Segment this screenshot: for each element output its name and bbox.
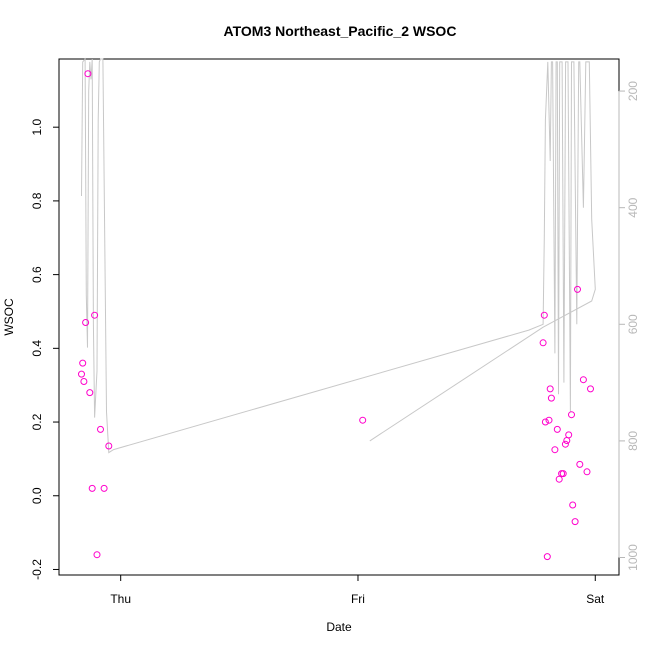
data-point (100, 484, 108, 492)
y-tick-label: 0.2 (30, 413, 44, 430)
data-point (545, 416, 553, 424)
data-point (551, 446, 559, 454)
y-right-tick-label: 1000 (626, 544, 640, 571)
data-point (78, 370, 85, 378)
y-tick-label: 0.0 (30, 487, 44, 504)
x-tick-label: Fri (351, 592, 365, 606)
data-point (91, 311, 99, 319)
pressure-line (81, 57, 596, 454)
y-tick-label: 0.6 (30, 266, 44, 283)
y-tick-label: 1.0 (30, 119, 44, 136)
data-point (555, 475, 563, 483)
x-tick-label: Sat (586, 592, 605, 606)
data-point (574, 285, 581, 293)
data-point (93, 551, 101, 559)
data-point (540, 311, 548, 319)
y-axis-label: WSOC (2, 298, 16, 336)
data-point (569, 501, 577, 509)
y-right-tick-label: 400 (626, 197, 640, 217)
y-tick-label: 0.8 (30, 192, 44, 209)
y-axis-right: 200 400 600 800 1000 (618, 81, 640, 571)
data-point (553, 425, 561, 433)
chart-title: ATOM3 Northeast_Pacific_2 WSOC (224, 23, 457, 39)
data-point (587, 385, 594, 393)
data-point (543, 553, 551, 561)
data-point (86, 389, 94, 397)
x-axis-label: Date (326, 620, 352, 634)
y-axis: -0.2 0.0 0.2 0.4 0.6 0.8 1.0 (30, 119, 60, 580)
data-point (359, 416, 367, 424)
y-right-tick-label: 800 (626, 431, 640, 451)
y-right-tick-label: 200 (626, 81, 640, 101)
plot-frame (58, 58, 620, 576)
data-point (576, 460, 584, 468)
data-point (84, 70, 92, 78)
y-tick-label: 0.4 (30, 340, 44, 357)
data-point (541, 418, 549, 426)
data-point (79, 359, 87, 367)
data-point (559, 470, 567, 478)
data-point (547, 394, 555, 402)
data-point (568, 411, 575, 419)
y-tick-label: -0.2 (30, 559, 44, 580)
x-axis: Thu Fri Sat (110, 574, 605, 606)
data-point (563, 437, 571, 444)
y-right-tick-label: 600 (626, 314, 640, 334)
data-point (88, 484, 96, 492)
data-point (546, 385, 554, 393)
data-point (579, 376, 587, 384)
data-point (561, 440, 569, 448)
data-point (571, 518, 579, 526)
data-point (583, 468, 591, 476)
x-tick-label: Thu (110, 592, 131, 606)
pressure-line-layer (81, 57, 596, 454)
data-point (105, 442, 113, 450)
data-point (82, 319, 90, 326)
data-point (80, 378, 88, 385)
data-point (565, 431, 573, 439)
data-point (539, 339, 547, 347)
data-point (97, 425, 104, 433)
points-layer (78, 70, 594, 561)
